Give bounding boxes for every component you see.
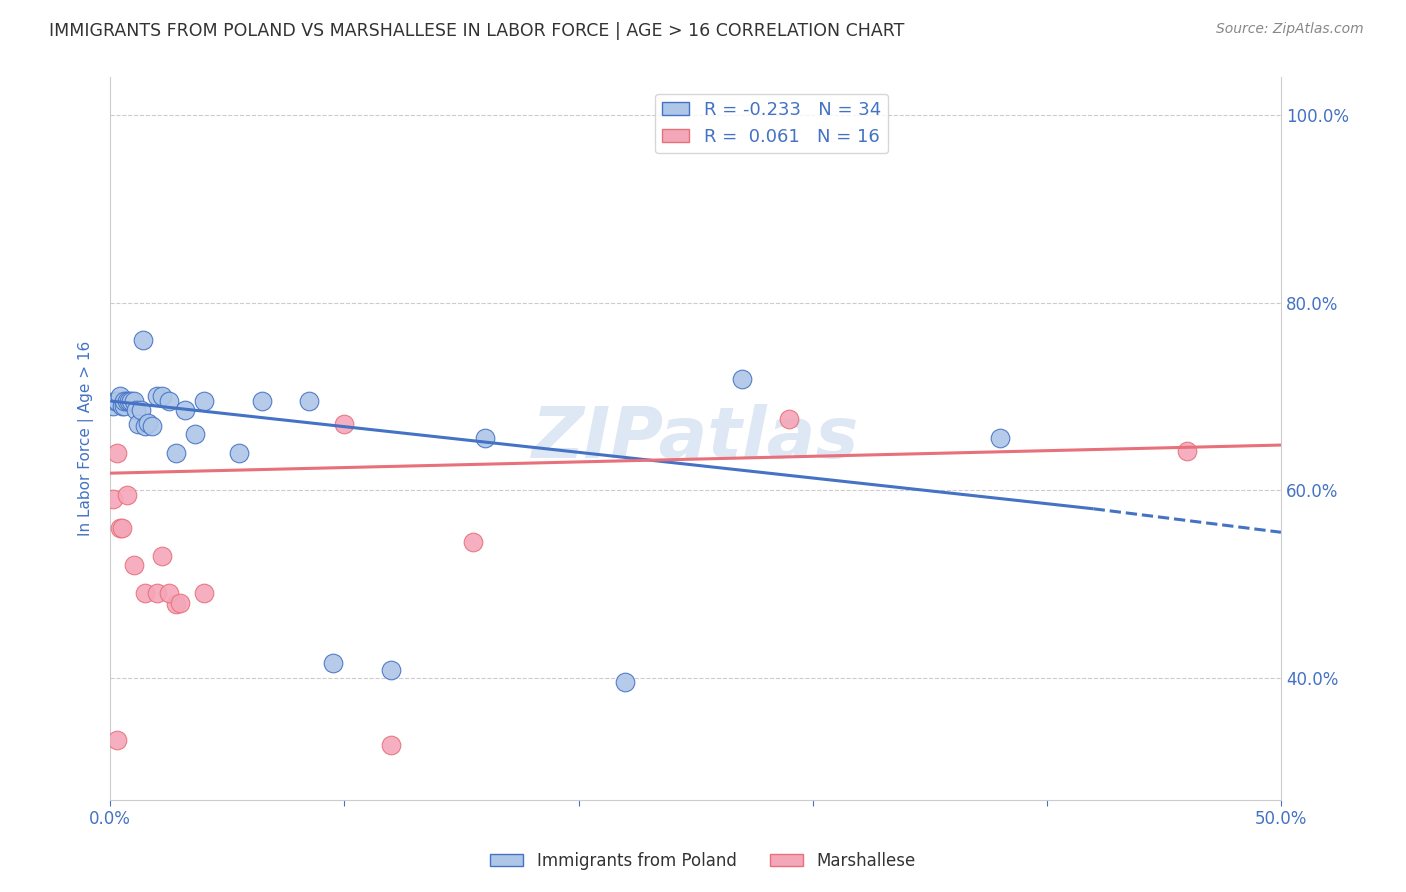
Point <box>105 445 128 459</box>
Point <box>157 586 180 600</box>
Point <box>129 403 152 417</box>
Point <box>380 663 402 677</box>
Point <box>105 733 128 747</box>
Legend: R = -0.233   N = 34, R =  0.061   N = 16: R = -0.233 N = 34, R = 0.061 N = 16 <box>655 94 889 153</box>
Point <box>333 417 356 432</box>
Point <box>101 399 124 413</box>
Point <box>193 394 215 409</box>
Point <box>136 416 159 430</box>
Point <box>252 394 274 409</box>
Point <box>146 586 169 600</box>
Point <box>146 389 169 403</box>
Point <box>112 399 135 413</box>
Point <box>125 403 148 417</box>
Point <box>150 549 173 563</box>
Point <box>108 520 131 534</box>
Point <box>115 394 138 409</box>
Y-axis label: In Labor Force | Age > 16: In Labor Force | Age > 16 <box>79 341 94 536</box>
Point <box>122 394 145 409</box>
Point <box>778 411 800 425</box>
Text: Source: ZipAtlas.com: Source: ZipAtlas.com <box>1216 22 1364 37</box>
Point <box>105 394 128 409</box>
Point <box>183 426 205 441</box>
Text: ZIPatlas: ZIPatlas <box>531 404 859 473</box>
Point <box>127 417 149 432</box>
Point <box>169 596 191 610</box>
Point <box>120 394 142 409</box>
Legend: Immigrants from Poland, Marshallese: Immigrants from Poland, Marshallese <box>484 846 922 877</box>
Point <box>122 558 145 572</box>
Point <box>115 488 138 502</box>
Point <box>104 394 127 409</box>
Point <box>298 394 321 409</box>
Point <box>118 394 141 409</box>
Point <box>141 419 163 434</box>
Text: IMMIGRANTS FROM POLAND VS MARSHALLESE IN LABOR FORCE | AGE > 16 CORRELATION CHAR: IMMIGRANTS FROM POLAND VS MARSHALLESE IN… <box>49 22 904 40</box>
Point <box>174 403 197 417</box>
Point <box>157 394 180 409</box>
Point <box>228 445 250 459</box>
Point <box>614 675 637 690</box>
Point <box>322 656 344 670</box>
Point <box>111 520 134 534</box>
Point <box>988 432 1011 446</box>
Point <box>111 399 134 413</box>
Point <box>193 586 215 600</box>
Point <box>112 394 135 409</box>
Point <box>150 389 173 403</box>
Point <box>1175 443 1198 458</box>
Point <box>731 372 754 386</box>
Point <box>134 419 156 434</box>
Point <box>165 598 187 612</box>
Point <box>108 389 131 403</box>
Point <box>132 333 155 347</box>
Point <box>380 738 402 752</box>
Point <box>474 432 496 446</box>
Point <box>101 492 124 507</box>
Point <box>463 534 485 549</box>
Point <box>134 586 156 600</box>
Point <box>165 445 187 459</box>
